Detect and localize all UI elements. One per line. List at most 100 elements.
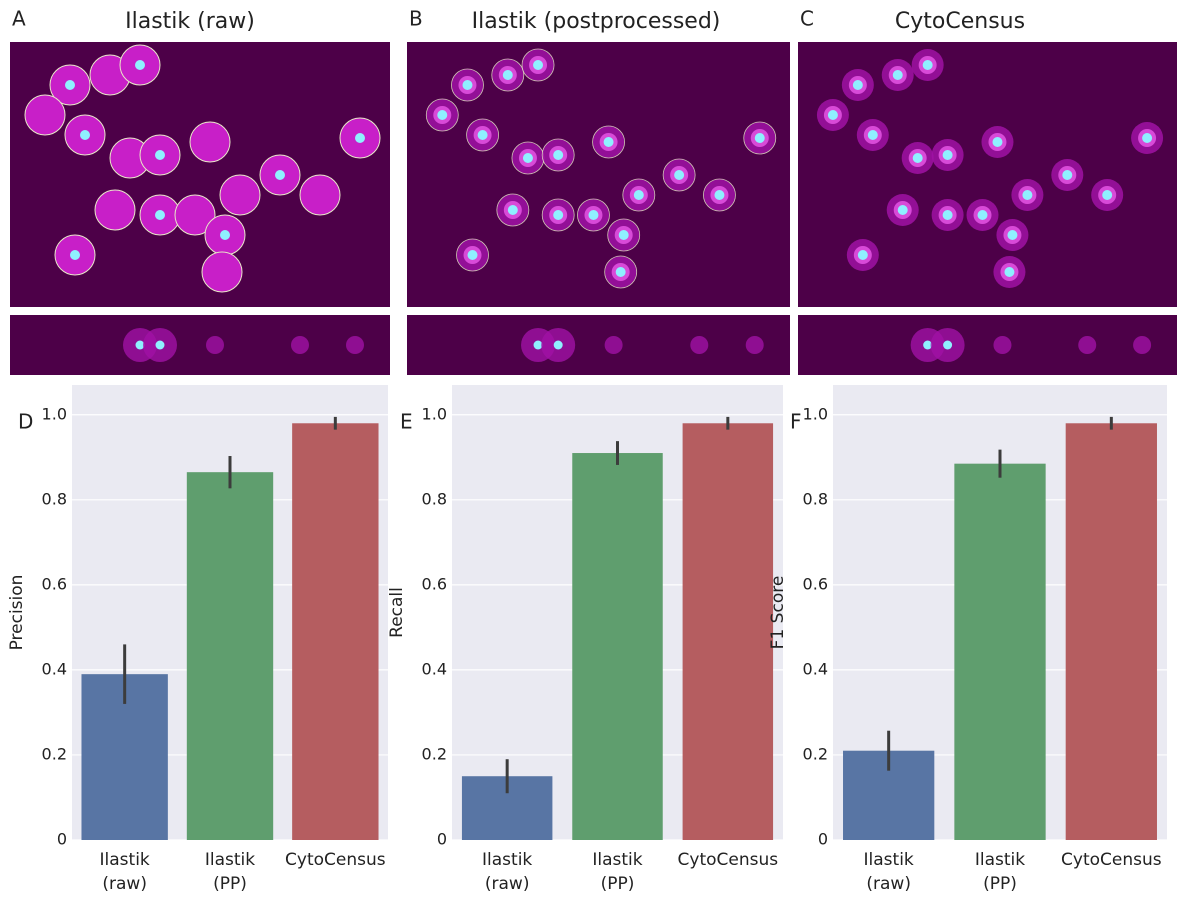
x-tick-label: Ilastik <box>864 850 914 870</box>
detection <box>604 137 614 147</box>
strip-cell <box>746 336 764 354</box>
detection <box>992 137 1002 147</box>
strip-cell <box>291 336 309 354</box>
strip-detection <box>943 341 952 350</box>
y-tick-label: 0.8 <box>422 489 447 508</box>
y-tick-label: 0.6 <box>42 574 67 593</box>
detection <box>462 80 472 90</box>
detection <box>508 205 518 215</box>
y-tick-label: 0.2 <box>42 744 67 763</box>
bar <box>1066 423 1157 840</box>
y-tick-label: 1.0 <box>803 404 828 423</box>
cell <box>220 175 260 215</box>
detection <box>853 80 863 90</box>
image-strip <box>407 315 790 375</box>
detection <box>978 210 988 220</box>
y-tick-label: 0 <box>57 830 67 849</box>
detection <box>553 210 563 220</box>
y-axis-label: F1 Score <box>768 576 788 650</box>
x-tick-label: CytoCensus <box>678 850 779 870</box>
y-axis-label: Precision <box>7 575 27 651</box>
cell <box>300 175 340 215</box>
detection <box>1022 190 1032 200</box>
x-tick-label: (raw) <box>866 874 911 894</box>
detection <box>1062 170 1072 180</box>
x-tick-label: Ilastik <box>100 850 150 870</box>
detection <box>135 60 145 70</box>
cell <box>190 122 230 162</box>
detection <box>898 205 908 215</box>
detection <box>943 150 953 160</box>
bar <box>187 472 273 840</box>
panel-letter: D <box>18 410 33 434</box>
detection <box>533 60 543 70</box>
y-tick-label: 0.8 <box>803 489 828 508</box>
detection <box>923 60 933 70</box>
detection <box>588 210 598 220</box>
detection <box>65 80 75 90</box>
x-tick-label: Ilastik <box>205 850 255 870</box>
panel-title: Ilastik (postprocessed) <box>472 9 721 34</box>
strip-detection <box>554 341 563 350</box>
detection <box>858 250 868 260</box>
detection <box>275 170 285 180</box>
strip-detection <box>534 341 543 350</box>
detection <box>70 250 80 260</box>
strip-cell <box>993 336 1011 354</box>
detection <box>828 110 838 120</box>
y-tick-label: 0.2 <box>803 744 828 763</box>
detection <box>80 130 90 140</box>
panel-letter: F <box>790 410 802 434</box>
detection <box>893 70 903 80</box>
y-tick-label: 0 <box>818 830 828 849</box>
strip-cell <box>206 336 224 354</box>
y-tick-label: 0.4 <box>42 659 67 678</box>
detection <box>634 190 644 200</box>
cell <box>202 252 242 292</box>
y-tick-label: 1.0 <box>422 404 447 423</box>
x-tick-label: (PP) <box>983 874 1017 894</box>
detection <box>616 267 626 277</box>
y-tick-label: 0 <box>437 830 447 849</box>
figure: A Ilastik (raw) B Ilastik (postprocessed) C C… <box>0 0 1177 897</box>
detection <box>913 153 923 163</box>
detection <box>220 230 230 240</box>
panel-letter: B <box>409 7 423 31</box>
y-tick-label: 0.8 <box>42 489 67 508</box>
bar <box>683 423 773 840</box>
detection <box>355 133 365 143</box>
strip-cell <box>690 336 708 354</box>
detection <box>155 150 165 160</box>
bar <box>292 423 378 840</box>
detection <box>155 210 165 220</box>
x-tick-label: Ilastik <box>975 850 1025 870</box>
detection <box>619 230 629 240</box>
y-tick-label: 0.6 <box>422 574 447 593</box>
strip-cell <box>1078 336 1096 354</box>
detection <box>523 153 533 163</box>
panel-letter: A <box>12 7 26 31</box>
detection <box>503 70 513 80</box>
detection <box>714 190 724 200</box>
detection <box>755 133 765 143</box>
detection <box>478 130 488 140</box>
x-tick-label: (PP) <box>601 874 635 894</box>
bar <box>572 453 662 840</box>
x-tick-label: (PP) <box>213 874 247 894</box>
image-strip <box>798 315 1177 375</box>
x-tick-label: CytoCensus <box>285 850 386 870</box>
panel-letter: C <box>800 7 814 31</box>
x-tick-label: CytoCensus <box>1061 850 1162 870</box>
strip-cell <box>1133 336 1151 354</box>
strip-cell <box>605 336 623 354</box>
panel-letter: E <box>400 410 413 434</box>
cell <box>25 95 65 135</box>
y-axis-label: Recall <box>387 587 407 638</box>
y-tick-label: 0.4 <box>803 659 828 678</box>
bar <box>954 464 1045 840</box>
x-tick-label: (raw) <box>485 874 530 894</box>
y-tick-label: 0.6 <box>803 574 828 593</box>
strip-detection <box>156 341 165 350</box>
image-strip <box>10 315 390 375</box>
detection <box>1142 133 1152 143</box>
